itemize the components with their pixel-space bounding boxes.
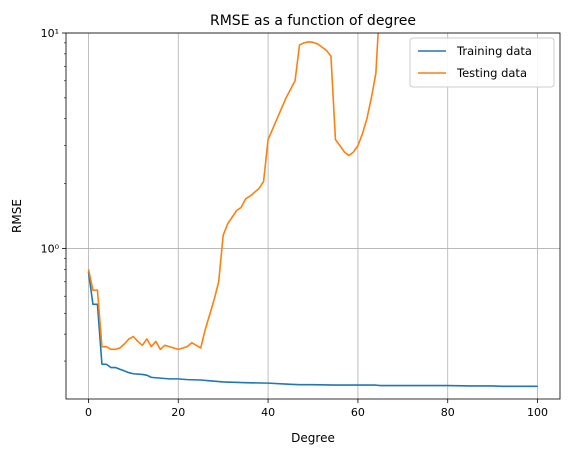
series-line-testing — [87, 33, 379, 351]
x-tick-label: 0 — [85, 406, 92, 419]
y-axis-label: RMSE — [10, 199, 24, 233]
chart-title: RMSE as a function of degree — [210, 13, 416, 29]
x-axis-ticks: 0 20 40 60 80 100 — [85, 399, 548, 419]
y-tick-label: 10⁰ — [41, 242, 60, 255]
y-tick-label: 10¹ — [41, 27, 59, 40]
x-tick-label: 100 — [527, 406, 548, 419]
legend: Training data Testing data — [409, 37, 555, 88]
x-tick-label: 40 — [261, 406, 275, 419]
plot-frame — [65, 32, 561, 400]
legend-label-testing: Testing data — [456, 66, 527, 80]
series-line-training — [87, 271, 538, 388]
plot-area — [66, 33, 560, 399]
x-axis-label: Degree — [291, 431, 335, 445]
series-lines — [87, 33, 538, 388]
x-tick-label: 20 — [171, 406, 185, 419]
x-tick-label: 60 — [351, 406, 365, 419]
x-tick-label: 80 — [441, 406, 455, 419]
y-axis-ticks: 10⁰ 10¹ — [41, 27, 66, 362]
legend-label-training: Training data — [456, 44, 532, 58]
